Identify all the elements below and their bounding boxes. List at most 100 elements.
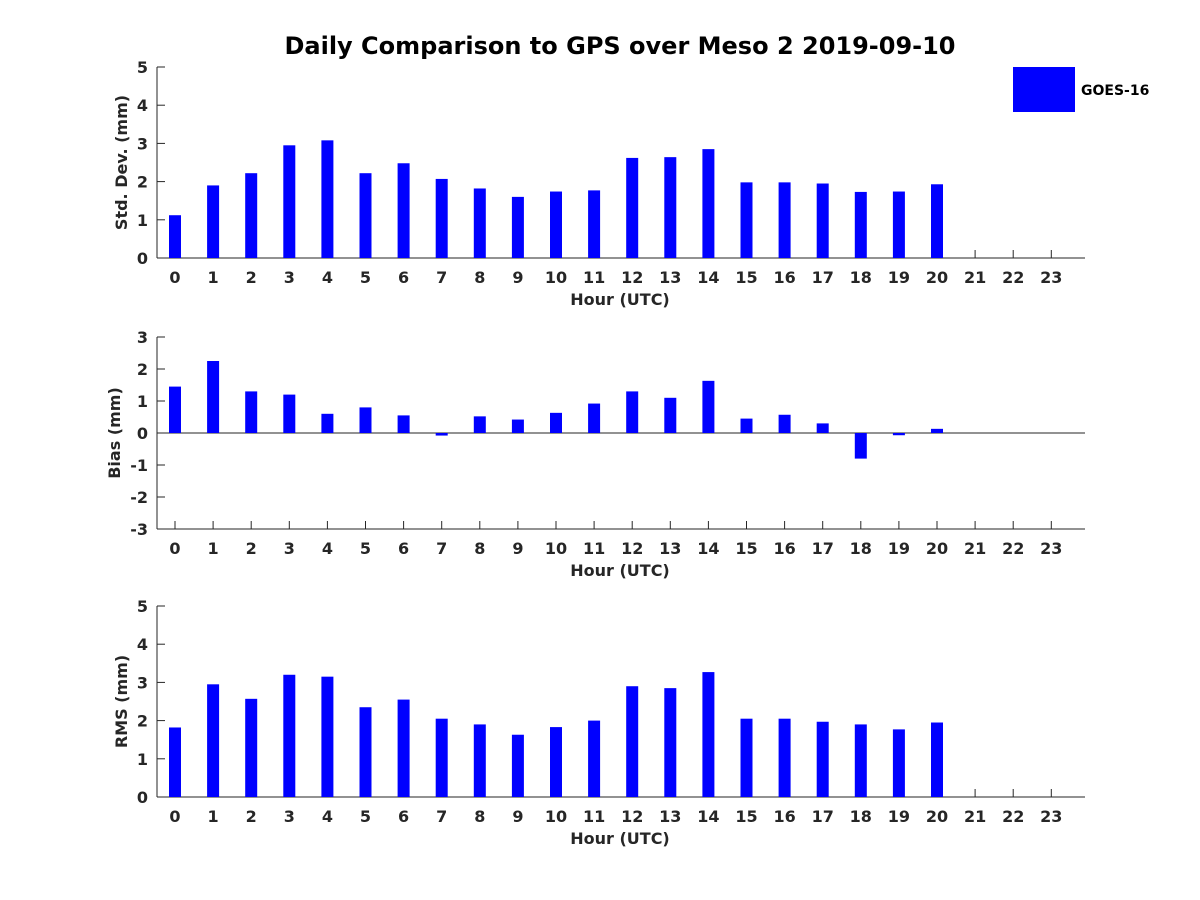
x-tick-label: 15 — [735, 539, 757, 558]
x-tick-label: 20 — [926, 539, 948, 558]
x-tick-label: 0 — [169, 807, 180, 826]
x-tick-label: 11 — [583, 268, 605, 287]
x-tick-label: 16 — [773, 807, 795, 826]
x-tick-label: 6 — [398, 807, 409, 826]
x-tick-label: 1 — [208, 268, 219, 287]
x-tick-label: 14 — [697, 268, 719, 287]
bar-rms-hour-19 — [892, 729, 905, 797]
legend-label-goes16: GOES-16 — [1081, 83, 1149, 99]
bar-std-hour-1 — [207, 185, 220, 258]
bar-std-hour-6 — [397, 163, 410, 258]
y-tick-label: -3 — [130, 520, 148, 539]
x-tick-label: 5 — [360, 807, 371, 826]
bar-rms-hour-16 — [778, 718, 791, 797]
bar-bias-hour-5 — [359, 407, 372, 433]
y-tick-label: 0 — [137, 249, 148, 268]
x-tick-label: 2 — [246, 539, 257, 558]
x-tick-label: 11 — [583, 539, 605, 558]
y-tick-label: 3 — [137, 328, 148, 347]
x-tick-label: 5 — [360, 268, 371, 287]
x-tick-label: 22 — [1002, 807, 1024, 826]
bar-rms-hour-1 — [207, 684, 220, 797]
x-tick-label: 17 — [812, 807, 834, 826]
x-tick-label: 9 — [512, 539, 523, 558]
x-tick-label: 23 — [1040, 268, 1062, 287]
bar-rms-hour-9 — [511, 734, 524, 797]
x-tick-label: 17 — [812, 539, 834, 558]
y-tick-label: 1 — [137, 211, 148, 230]
bar-std-hour-0 — [169, 215, 181, 258]
y-tick-label: -2 — [130, 488, 148, 507]
y-tick-label: 0 — [137, 788, 148, 807]
x-tick-label: 7 — [436, 807, 447, 826]
bar-bias-hour-9 — [511, 419, 524, 433]
x-tick-label: 9 — [512, 268, 523, 287]
x-tick-label: 2 — [246, 807, 257, 826]
x-tick-label: 4 — [322, 539, 333, 558]
x-tick-label: 10 — [545, 539, 567, 558]
x-tick-label: 16 — [773, 268, 795, 287]
y-tick-label: 4 — [137, 635, 148, 654]
x-tick-label: 7 — [436, 268, 447, 287]
bar-std-hour-18 — [854, 191, 867, 258]
x-tick-label: 19 — [888, 807, 910, 826]
x-tick-label: 23 — [1040, 539, 1062, 558]
bar-rms-hour-17 — [816, 721, 829, 797]
legend-swatch-goes16 — [1013, 67, 1075, 112]
bar-bias-hour-4 — [321, 413, 334, 433]
bar-rms-hour-12 — [626, 686, 639, 797]
x-tick-label: 8 — [474, 807, 485, 826]
x-tick-label: 19 — [888, 539, 910, 558]
x-tick-label: 21 — [964, 807, 986, 826]
y-tick-label: -1 — [130, 456, 148, 475]
x-tick-label: 1 — [208, 807, 219, 826]
bar-bias-hour-10 — [550, 412, 562, 433]
x-tick-label: 13 — [659, 807, 681, 826]
x-tick-label: 5 — [360, 539, 371, 558]
bar-rms-hour-8 — [473, 724, 486, 797]
y-tick-label: 0 — [137, 424, 148, 443]
x-tick-label: 3 — [284, 268, 295, 287]
x-tick-label: 20 — [926, 807, 948, 826]
y-tick-label: 5 — [137, 597, 148, 616]
y-axis-label: RMS (mm) — [112, 655, 131, 748]
x-tick-label: 6 — [398, 268, 409, 287]
bar-std-hour-13 — [664, 157, 677, 258]
y-tick-label: 5 — [137, 58, 148, 77]
x-tick-label: 22 — [1002, 539, 1024, 558]
x-tick-label: 22 — [1002, 268, 1024, 287]
bar-rms-hour-4 — [321, 676, 334, 797]
y-tick-label: 2 — [137, 712, 148, 731]
x-axis-label: Hour (UTC) — [570, 290, 670, 309]
x-tick-label: 18 — [850, 807, 872, 826]
bar-std-hour-16 — [778, 182, 791, 258]
bar-rms-hour-14 — [702, 672, 715, 797]
x-tick-label: 0 — [169, 539, 180, 558]
x-tick-label: 14 — [697, 539, 719, 558]
x-tick-label: 8 — [474, 268, 485, 287]
bar-std-hour-2 — [245, 173, 258, 258]
bar-bias-hour-12 — [626, 391, 639, 433]
y-tick-label: 2 — [137, 173, 148, 192]
bar-rms-hour-15 — [740, 718, 753, 797]
bar-rms-hour-7 — [435, 718, 448, 797]
x-tick-label: 3 — [284, 807, 295, 826]
bar-rms-hour-6 — [397, 699, 410, 797]
x-tick-label: 10 — [545, 807, 567, 826]
bar-rms-hour-13 — [664, 688, 677, 797]
bar-bias-hour-19 — [892, 433, 905, 436]
x-tick-label: 0 — [169, 268, 180, 287]
x-tick-label: 15 — [735, 807, 757, 826]
bar-bias-hour-14 — [702, 380, 715, 433]
bar-bias-hour-16 — [778, 414, 791, 433]
x-tick-label: 10 — [545, 268, 567, 287]
y-tick-label: 1 — [137, 392, 148, 411]
bar-bias-hour-11 — [588, 403, 601, 433]
bar-rms-hour-11 — [588, 720, 601, 797]
x-tick-label: 18 — [850, 539, 872, 558]
y-axis-label: Bias (mm) — [105, 387, 124, 479]
bar-bias-hour-18 — [854, 433, 867, 459]
x-tick-label: 20 — [926, 268, 948, 287]
bar-std-hour-8 — [473, 188, 486, 258]
